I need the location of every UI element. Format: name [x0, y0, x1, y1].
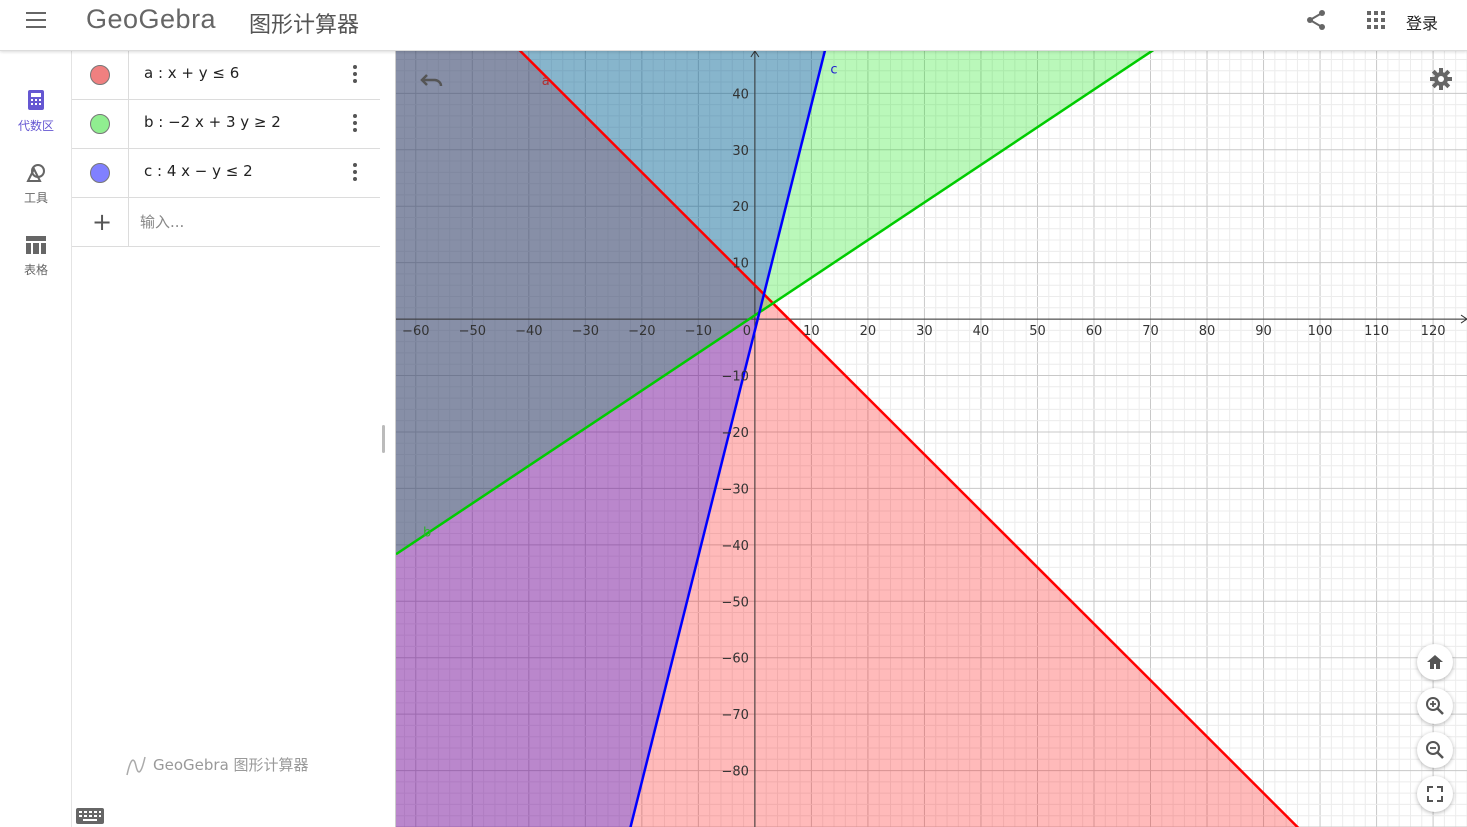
x-tick-label: −30	[572, 324, 599, 339]
x-tick-label: 120	[1421, 324, 1446, 339]
more-vert-icon[interactable]	[350, 114, 360, 134]
share-icon[interactable]	[1304, 8, 1328, 32]
visibility-toggle[interactable]	[90, 65, 110, 85]
x-tick-label: −40	[515, 324, 542, 339]
plus-icon[interactable]: +	[92, 208, 113, 236]
zoom-in-button[interactable]	[1417, 688, 1453, 724]
y-tick-label: −40	[721, 539, 748, 554]
tools-icon	[26, 164, 45, 182]
rail-item-algebra[interactable]: 代数区	[0, 89, 72, 134]
zoom-in-icon	[1426, 697, 1444, 715]
x-tick-label: 50	[1029, 324, 1046, 339]
side-rail: 代数区 工具 表格	[0, 51, 72, 827]
y-tick-label: −20	[721, 426, 748, 441]
login-button[interactable]: 登录	[1406, 14, 1439, 33]
watermark-text: GeoGebra 图形计算器	[153, 756, 309, 774]
rail-item-tools[interactable]: 工具	[0, 163, 72, 206]
algebra-entry-b[interactable]: b : −2 x + 3 y ≥ 2	[72, 100, 380, 149]
visibility-toggle[interactable]	[90, 114, 110, 134]
y-tick-label: −50	[721, 595, 748, 610]
zoom-out-icon	[1426, 741, 1444, 759]
algebra-entry-text[interactable]: b : −2 x + 3 y ≥ 2	[144, 113, 281, 131]
calculator-icon	[28, 90, 44, 110]
algebra-input-row: +	[72, 198, 380, 247]
panel-resize-handle[interactable]	[382, 425, 385, 453]
more-vert-icon[interactable]	[350, 163, 360, 183]
y-tick-label: −30	[721, 482, 748, 497]
home-button[interactable]	[1417, 644, 1453, 680]
x-tick-label: 10	[803, 324, 820, 339]
geogebra-logo[interactable]: GeoGebra	[86, 4, 217, 34]
keyboard-icon[interactable]	[75, 806, 105, 826]
app-title: 图形计算器	[249, 13, 360, 38]
algebra-view: a : x + y ≤ 6 b : −2 x + 3 y ≥ 2 c : 4 x…	[72, 51, 380, 827]
region-a	[396, 51, 1298, 827]
y-tick-label: 10	[732, 257, 749, 272]
x-tick-label: 60	[1086, 324, 1103, 339]
geogebra-curve-icon	[126, 756, 146, 775]
y-axis-arrow	[750, 51, 760, 58]
y-tick-label: −10	[721, 370, 748, 385]
geogebra-watermark: GeoGebra 图形计算器	[125, 754, 309, 777]
algebra-entry-text[interactable]: c : 4 x − y ≤ 2	[144, 162, 253, 180]
apps-grid-icon[interactable]	[1366, 10, 1386, 30]
graph-canvas[interactable]: −60 −50 −40 −30 −20 −10 0 10 20 30 40 50 60 70 80 90 100…	[396, 51, 1467, 827]
x-tick-label: 40	[973, 324, 990, 339]
settings-gear-icon[interactable]	[1429, 67, 1453, 91]
y-tick-label: −80	[721, 765, 748, 780]
line-label-b: b	[423, 525, 431, 540]
line-label-a: a	[542, 74, 550, 89]
x-tick-label: 20	[860, 324, 877, 339]
x-tick-label: 30	[916, 324, 933, 339]
line-label-c: c	[830, 63, 837, 78]
x-tick-label: −50	[459, 324, 486, 339]
graphics-view[interactable]: −60 −50 −40 −30 −20 −10 0 10 20 30 40 50 60 70 80 90 100…	[396, 51, 1467, 827]
marble-cell	[72, 149, 129, 197]
home-icon	[1427, 655, 1443, 669]
zoom-out-button[interactable]	[1417, 732, 1453, 768]
x-tick-label: 0	[743, 324, 751, 339]
fullscreen-button[interactable]	[1417, 776, 1453, 812]
line-b	[396, 51, 1155, 556]
x-tick-label: 100	[1308, 324, 1333, 339]
x-tick-label: 90	[1255, 324, 1272, 339]
marble-cell: +	[72, 198, 129, 246]
algebra-entry-c[interactable]: c : 4 x − y ≤ 2	[72, 149, 380, 198]
y-tick-label: −60	[721, 652, 748, 667]
top-app-bar: GeoGebra 图形计算器 登录	[0, 0, 1467, 51]
rail-item-label: 代数区	[17, 119, 54, 133]
x-tick-label: −10	[685, 324, 712, 339]
x-axis-arrow	[1460, 314, 1467, 324]
x-tick-label: −20	[628, 324, 655, 339]
line-a	[518, 51, 1300, 827]
x-tick-label: 110	[1364, 324, 1389, 339]
marble-cell	[72, 100, 129, 148]
algebra-entry-a[interactable]: a : x + y ≤ 6	[72, 51, 380, 100]
algebra-entry-text[interactable]: a : x + y ≤ 6	[144, 64, 240, 82]
undo-icon[interactable]	[419, 70, 445, 90]
x-tick-label: 70	[1142, 324, 1159, 339]
panel-divider	[395, 51, 396, 827]
x-tick-label: 80	[1199, 324, 1216, 339]
table-icon	[26, 236, 46, 254]
y-tick-label: −70	[721, 708, 748, 723]
visibility-toggle[interactable]	[90, 163, 110, 183]
x-tick-label: −60	[402, 324, 429, 339]
marble-cell	[72, 51, 129, 99]
more-vert-icon[interactable]	[350, 65, 360, 85]
y-tick-label: 20	[732, 200, 749, 215]
fullscreen-icon	[1427, 786, 1443, 802]
region-c	[396, 51, 825, 827]
y-tick-label: 40	[732, 87, 749, 102]
line-c	[629, 51, 827, 827]
algebra-input[interactable]	[140, 198, 370, 246]
rail-item-label: 表格	[23, 263, 48, 277]
rail-item-table[interactable]: 表格	[0, 235, 72, 278]
menu-icon[interactable]	[26, 12, 46, 28]
rail-item-label: 工具	[23, 191, 48, 205]
y-tick-label: 30	[732, 144, 749, 159]
